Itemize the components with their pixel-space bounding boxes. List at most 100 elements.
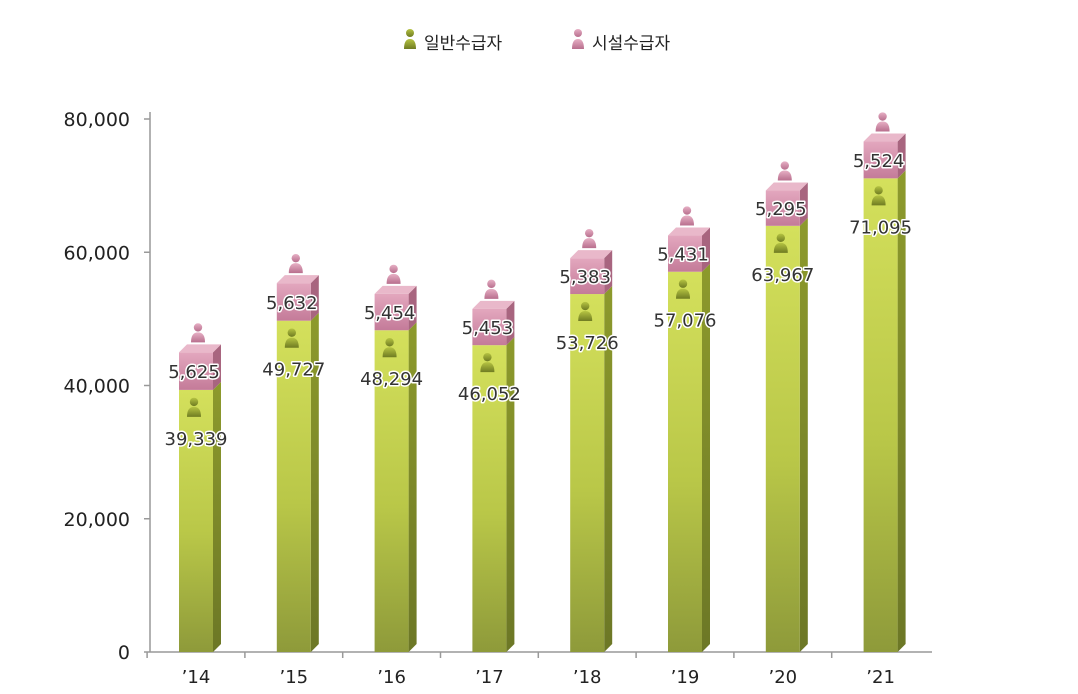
bar-facility-side [799,182,808,226]
bar-facility [276,283,311,321]
bar-group: 5,431 57,076 [652,206,718,652]
person-icon [572,29,584,49]
bar-general [472,345,507,652]
bars: 5,625 39,339 5,632 49,727 5,454 48,294 5,453 46… [163,112,914,652]
person-icon [777,161,792,181]
person-icon [284,328,299,348]
bar-group: 5,524 71,095 [848,112,914,652]
person-icon [191,323,205,343]
value-label-general: 39,339 [165,429,228,450]
bar-facility [472,308,507,346]
bar-facility-side [408,285,417,331]
bar-facility [179,352,213,390]
x-tick-label: ’15 [279,667,308,688]
bar-general [863,178,898,652]
bar-facility-side [506,300,515,346]
person-icon [773,233,788,253]
person-icon [484,279,499,299]
value-label-facility: 5,632 [266,293,318,314]
legend-item-general: 일반수급자 [404,29,503,54]
bar-facility-top [765,182,808,191]
value-label-facility: 5,383 [559,267,611,288]
bar-facility-side [702,227,710,272]
person-icon [871,186,886,206]
y-tick-label: 40,000 [64,376,130,398]
person-icon [404,29,416,49]
bar-general-side [702,263,710,652]
value-label-general: 71,095 [849,217,912,238]
bar-facility-top [668,227,710,236]
bar-general-side [799,217,808,652]
bar-facility [374,293,409,331]
bar-general [765,225,800,652]
x-tick-label: ’18 [573,667,602,688]
value-label-facility: 5,431 [657,245,709,266]
bar-facility-side [604,250,613,295]
bar-general-side [213,381,221,652]
value-label-facility: 5,295 [755,199,807,220]
x-tick-label: ’19 [671,667,700,688]
x-tick-label: ’16 [377,667,406,688]
value-label-facility: 5,453 [462,318,514,339]
bar-general-side [506,337,515,652]
x-tick-label: ’21 [866,667,895,688]
bar-facility-side [897,133,906,179]
bar-group: 5,625 39,339 [163,323,229,652]
bar-facility-top [570,250,613,259]
value-label-general: 57,076 [654,311,717,332]
legend-item-facility: 시설수급자 [572,29,671,54]
bar-general-side [408,322,417,652]
value-label-general: 46,052 [458,384,521,405]
person-icon [386,264,401,284]
y-tick-label: 0 [118,642,130,664]
value-label-general: 53,726 [556,333,619,354]
bar-group: 5,632 49,727 [261,253,327,652]
person-icon [875,112,890,132]
legend: 일반수급자 시설수급자 [404,29,671,54]
bar-facility [765,190,800,226]
bar-facility-top [863,133,906,142]
legend-label-facility: 시설수급자 [592,34,671,54]
y-tick-label: 60,000 [64,242,130,264]
bar-facility-top [276,275,319,284]
bar-general [570,294,605,652]
bar-general-side [604,286,613,652]
value-label-general: 49,727 [262,360,325,381]
x-tick-label: ’17 [475,667,504,688]
person-icon [676,279,690,299]
bar-group: 5,454 48,294 [359,264,425,652]
person-icon [288,253,303,274]
value-label-facility: 5,454 [364,303,416,324]
value-label-facility: 5,524 [853,151,905,172]
bar-general [668,271,702,652]
value-label-general: 48,294 [360,369,423,390]
bar-general [179,389,213,652]
bar-general [276,320,311,652]
bar-facility [668,235,702,272]
x-axis-ticks: ’14 ’15 ’16 ’17 ’18 ’19 ’20 ’21 [146,652,895,688]
person-icon [382,338,397,358]
person-icon [680,206,694,226]
bar-facility [863,141,898,179]
person-icon [578,301,593,322]
bar-group: 5,295 63,967 [750,161,816,652]
bar-facility-top [472,300,515,309]
bar-general-side [310,312,319,652]
bar-facility [570,258,605,295]
person-icon [582,228,597,249]
axes [149,112,932,653]
x-tick-label: ’20 [768,667,797,688]
person-icon [187,397,201,417]
bar-facility-side [213,344,221,390]
bar-facility-top [374,285,417,294]
y-axis-ticks: 0 20,000 40,000 60,000 80,000 [64,109,150,664]
bar-group: 5,453 46,052 [456,279,522,652]
y-tick-label: 20,000 [64,509,130,531]
bar-facility-top [179,344,221,353]
value-label-facility: 5,625 [168,362,220,383]
bar-facility-side [310,275,319,321]
y-tick-label: 80,000 [64,109,130,131]
legend-label-general: 일반수급자 [424,34,503,54]
